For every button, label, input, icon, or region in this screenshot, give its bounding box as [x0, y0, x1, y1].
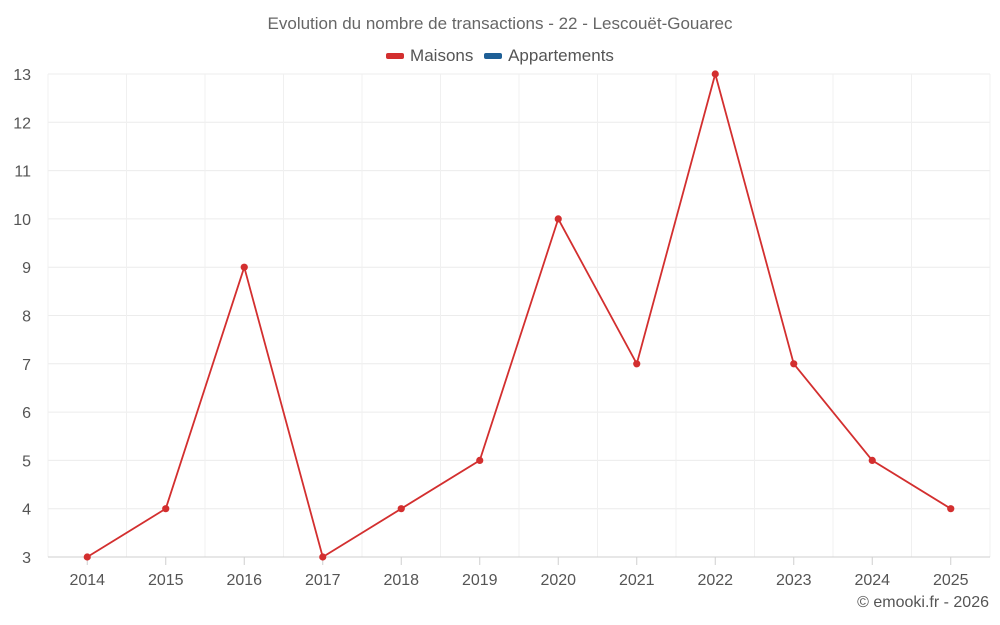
legend-label-appartements: Appartements [508, 46, 614, 65]
x-tick-label: 2021 [619, 572, 655, 589]
data-point [711, 70, 719, 78]
data-point [397, 505, 405, 513]
legend-item-maisons[interactable]: Maisons [386, 46, 473, 66]
x-tick-label: 2018 [383, 572, 419, 589]
y-tick-label: 12 [13, 115, 31, 132]
series-line-maisons [86, 70, 952, 559]
y-tick-label: 3 [22, 550, 31, 567]
x-tick-label: 2024 [854, 572, 890, 589]
data-point [240, 263, 248, 271]
legend-label-maisons: Maisons [410, 46, 474, 65]
x-tick-label: 2023 [776, 572, 812, 589]
y-tick-label: 6 [22, 405, 31, 422]
y-tick-label: 13 [13, 67, 31, 84]
x-tick-label: 2016 [226, 572, 262, 589]
data-point [319, 553, 327, 561]
y-tick-label: 4 [22, 502, 31, 519]
y-tick-label: 11 [14, 164, 31, 181]
data-point [554, 215, 562, 223]
data-point [83, 553, 91, 561]
legend-item-appartements[interactable]: Appartements [484, 46, 614, 66]
x-tick-label: 2020 [540, 572, 576, 589]
data-point [476, 456, 484, 464]
data-point [633, 360, 641, 368]
y-tick-label: 8 [22, 309, 31, 326]
chart-title: Evolution du nombre de transactions - 22… [267, 14, 733, 33]
credit-text: © emooki.fr - 2026 [857, 594, 989, 611]
data-point [790, 360, 798, 368]
data-point [947, 505, 955, 513]
y-tick-label: 10 [13, 212, 31, 229]
legend-swatch-appartements [484, 53, 503, 59]
y-tick-label: 5 [22, 453, 31, 470]
x-tick-label: 2019 [462, 572, 498, 589]
legend-swatch-maisons [386, 53, 405, 59]
data-point [162, 505, 170, 513]
x-tick-label: 2025 [933, 572, 969, 589]
x-tick-label: 2015 [148, 572, 184, 589]
x-tick-label: 2014 [69, 572, 105, 589]
x-tick-label: 2022 [697, 572, 733, 589]
data-point [868, 456, 876, 464]
y-tick-label: 9 [22, 260, 31, 277]
legend: Maisons Appartements [0, 44, 1000, 66]
x-tick-label: 2017 [305, 572, 341, 589]
y-tick-label: 7 [22, 357, 31, 374]
